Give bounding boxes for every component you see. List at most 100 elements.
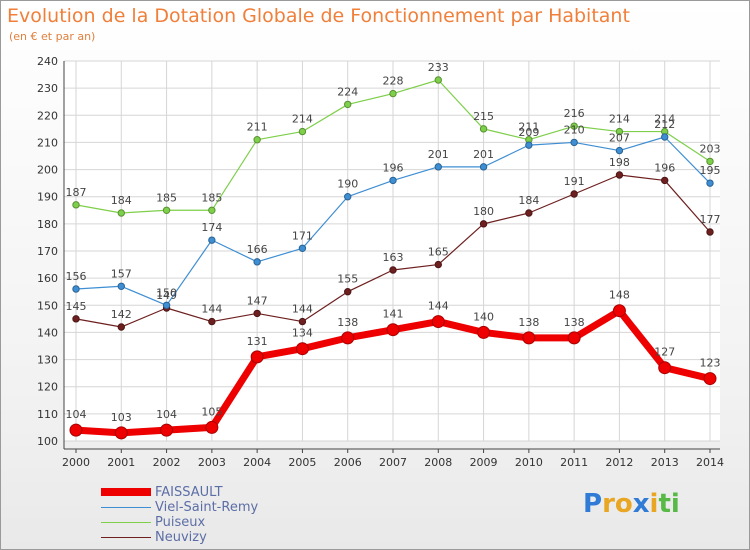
proxiti-logo: Proxiti — [583, 489, 680, 519]
x-tick-label: 2012 — [605, 456, 633, 469]
x-tick-label: 2013 — [651, 456, 679, 469]
data-label: 187 — [66, 186, 87, 199]
data-label: 174 — [201, 221, 222, 234]
x-tick-label: 2014 — [696, 456, 724, 469]
y-tick-label: 100 — [37, 435, 58, 448]
data-label: 144 — [428, 300, 449, 313]
data-label: 195 — [700, 164, 721, 177]
logo-letter: t — [658, 489, 671, 519]
logo-letter: P — [583, 489, 603, 519]
data-label: 184 — [518, 194, 539, 207]
legend-swatch — [101, 537, 151, 538]
data-label: 224 — [337, 85, 358, 98]
data-label: 144 — [292, 303, 313, 316]
data-label: 103 — [111, 411, 132, 424]
chart-title: Evolution de la Dotation Globale de Fonc… — [7, 5, 630, 27]
data-point — [612, 304, 626, 318]
y-tick-label: 240 — [37, 55, 58, 68]
data-label: 196 — [654, 161, 675, 174]
logo-letter: o — [614, 489, 633, 519]
y-tick-label: 190 — [37, 191, 58, 204]
y-tick-label: 170 — [37, 245, 58, 258]
data-point — [703, 372, 717, 386]
data-label: 165 — [428, 246, 449, 259]
data-label: 177 — [700, 213, 721, 226]
data-point — [72, 201, 80, 209]
data-point — [344, 288, 352, 296]
data-point — [479, 125, 488, 133]
data-label: 214 — [292, 113, 313, 126]
y-tick-label: 130 — [37, 354, 58, 367]
data-label: 203 — [700, 142, 721, 155]
data-point — [344, 100, 352, 109]
data-point — [69, 423, 83, 437]
legend-swatch — [101, 522, 151, 523]
data-label: 138 — [564, 316, 585, 329]
data-label: 140 — [473, 310, 494, 323]
data-point — [706, 228, 714, 236]
x-tick-label: 2008 — [424, 456, 452, 469]
data-label: 201 — [473, 148, 494, 161]
data-label: 201 — [428, 148, 449, 161]
data-label: 196 — [383, 161, 404, 174]
data-point — [479, 220, 488, 228]
y-tick-label: 200 — [37, 164, 58, 177]
y-tick-label: 180 — [37, 218, 58, 231]
data-point — [570, 122, 578, 130]
data-label: 148 — [609, 289, 630, 302]
data-label: 184 — [111, 194, 132, 207]
data-label: 157 — [111, 267, 132, 280]
data-label: 198 — [609, 156, 630, 169]
data-point — [615, 171, 624, 179]
data-label: 215 — [473, 110, 494, 123]
data-label: 166 — [247, 243, 268, 256]
data-label: 216 — [564, 107, 585, 120]
data-label: 142 — [111, 308, 132, 321]
y-tick-label: 210 — [37, 136, 58, 149]
data-point — [706, 157, 714, 166]
x-tick-label: 2004 — [243, 456, 271, 469]
legend-label: Puiseux — [155, 515, 206, 530]
data-point — [298, 127, 307, 136]
data-label: 207 — [609, 132, 630, 145]
data-point — [434, 260, 442, 269]
data-point — [525, 141, 533, 149]
data-label: 138 — [518, 316, 539, 329]
y-tick-label: 160 — [37, 272, 58, 285]
x-tick-label: 2002 — [153, 456, 181, 469]
y-tick-label: 110 — [37, 408, 58, 421]
data-label: 104 — [156, 408, 177, 421]
data-point — [253, 258, 261, 266]
data-label: 144 — [201, 303, 222, 316]
data-label: 214 — [609, 113, 630, 126]
data-label: 233 — [428, 61, 449, 74]
data-label: 150 — [156, 286, 177, 299]
x-tick-label: 2007 — [379, 456, 407, 469]
data-point — [117, 209, 125, 217]
data-label: 163 — [383, 251, 404, 264]
data-point — [341, 331, 355, 345]
data-label: 147 — [247, 294, 268, 307]
data-point — [567, 331, 581, 345]
data-label: 180 — [473, 205, 494, 218]
data-point — [160, 423, 174, 437]
data-point — [389, 176, 397, 185]
data-label: 155 — [337, 273, 358, 286]
data-label: 190 — [337, 178, 358, 191]
data-point — [658, 361, 672, 375]
data-point — [479, 163, 488, 171]
data-point — [431, 315, 445, 329]
data-label: 212 — [654, 118, 675, 131]
legend-label: FAISSAULT — [155, 485, 223, 500]
data-point — [570, 190, 578, 198]
legend-label: Viel-Saint-Remy — [155, 500, 259, 515]
logo-letter: r — [602, 489, 615, 519]
data-point — [208, 236, 216, 244]
data-point — [298, 244, 307, 252]
data-point — [253, 309, 261, 318]
data-point — [615, 146, 624, 155]
y-tick-label: 140 — [37, 326, 58, 339]
data-label: 145 — [66, 300, 87, 313]
